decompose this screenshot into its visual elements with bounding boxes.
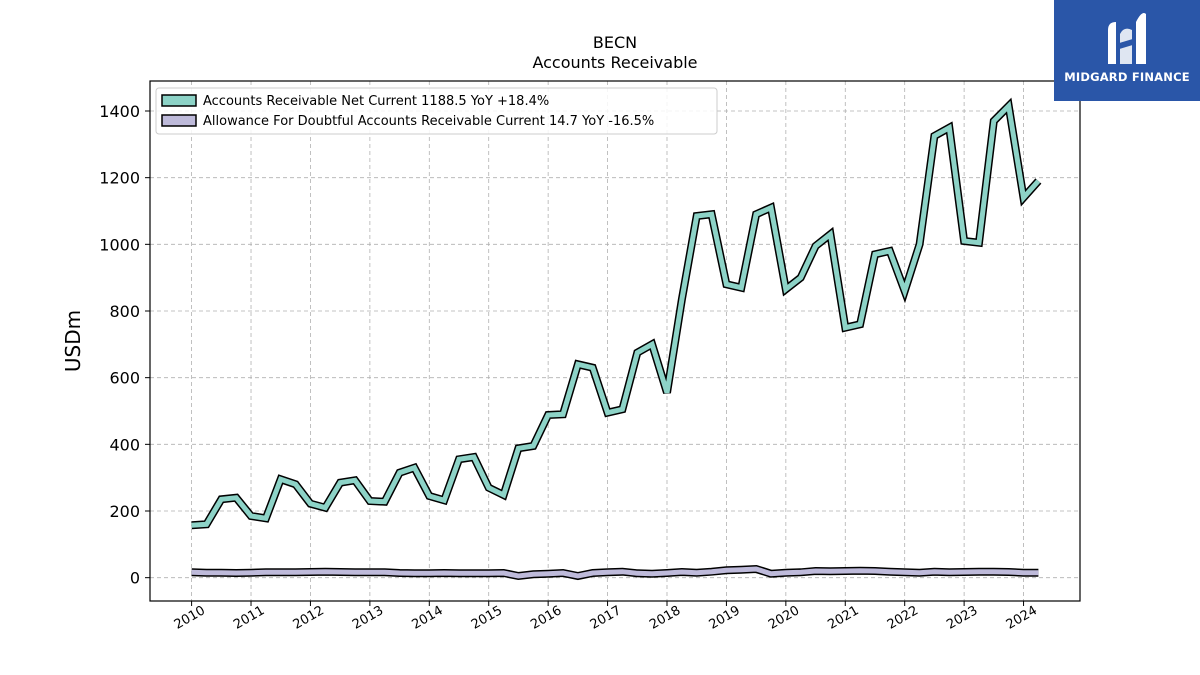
x-axis-ticks: 2010 2011 2012 2013 2014 2015 2016 2017 2018 2019… — [172, 601, 1040, 633]
chart-subtitle: Accounts Receivable — [532, 53, 697, 72]
xtick-label-2016: 2016 — [528, 603, 564, 633]
xtick-label-2012: 2012 — [291, 603, 327, 633]
xtick-label-2021: 2021 — [825, 603, 861, 633]
legend-swatch-receivable — [161, 94, 197, 107]
chart-title: BECN — [593, 33, 637, 52]
y-axis-label: USDm — [61, 310, 85, 372]
legend-label-allowance: Allowance For Doubtful Accounts Receivab… — [203, 114, 654, 129]
series-outline-0 — [191, 97, 1042, 530]
legend-label-receivable: Accounts Receivable Net Current 1188.5 Y… — [203, 94, 549, 109]
xtick-label-2022: 2022 — [885, 603, 921, 633]
ytick-label-600: 600 — [109, 369, 140, 388]
legend-frame — [155, 87, 718, 135]
xtick-label-2019: 2019 — [707, 603, 743, 633]
brand-logo: MIDGARD FINANCE — [1054, 0, 1200, 101]
xtick-label-2010: 2010 — [172, 603, 208, 633]
ytick-label-1000: 1000 — [99, 235, 140, 254]
plot-frame — [149, 80, 1081, 602]
series-line-0 — [191, 100, 1041, 528]
legend: Accounts Receivable Net Current 1188.5 Y… — [155, 87, 718, 135]
xtick-label-2018: 2018 — [647, 603, 683, 633]
xtick-label-2024: 2024 — [1004, 603, 1040, 633]
series-line-1 — [191, 566, 1039, 579]
midgard-logo-icon — [1108, 13, 1146, 65]
xtick-label-2020: 2020 — [766, 603, 802, 633]
xtick-label-2023: 2023 — [944, 603, 980, 633]
legend-swatch-allowance — [161, 114, 197, 127]
grid — [150, 81, 1080, 601]
xtick-label-2011: 2011 — [231, 603, 267, 633]
xtick-label-2013: 2013 — [350, 603, 386, 633]
ytick-label-0: 0 — [130, 569, 140, 588]
ytick-label-1200: 1200 — [99, 169, 140, 188]
xtick-label-2017: 2017 — [588, 603, 624, 633]
y-axis-ticks: 0 200 400 600 800 1000 1200 1400 — [99, 102, 150, 588]
ytick-label-800: 800 — [109, 302, 140, 321]
series-lines — [191, 97, 1042, 581]
xtick-label-2015: 2015 — [469, 603, 505, 633]
ytick-label-1400: 1400 — [99, 102, 140, 121]
ytick-label-200: 200 — [109, 502, 140, 521]
ytick-label-400: 400 — [109, 435, 140, 454]
xtick-label-2014: 2014 — [409, 603, 445, 633]
brand-name: MIDGARD FINANCE — [1064, 70, 1190, 84]
